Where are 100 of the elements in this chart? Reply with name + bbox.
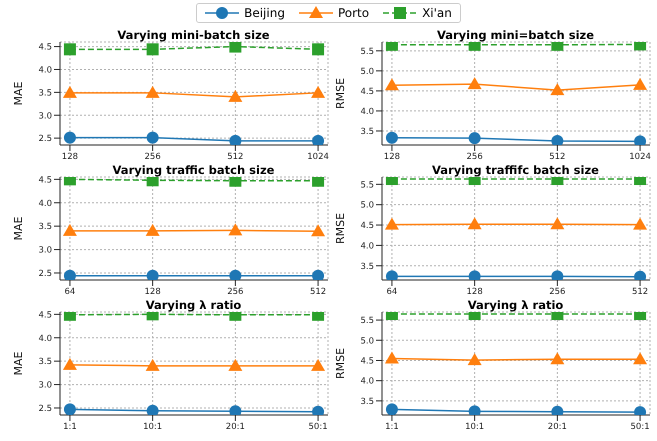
- point: [468, 217, 482, 230]
- y-tick-label: 2.5: [38, 404, 52, 414]
- point: [384, 78, 399, 90]
- y-tick-label: 4.0: [38, 65, 52, 76]
- x-tick-label: 128: [62, 152, 78, 162]
- point: [228, 358, 242, 371]
- point: [64, 43, 76, 56]
- point: [550, 83, 564, 96]
- y-tick-label: 5.5: [360, 316, 374, 326]
- x-tick-label: 128: [144, 287, 161, 298]
- x-tick-label: 256: [227, 287, 244, 298]
- point: [468, 132, 481, 144]
- y-tick-label: 4.0: [38, 198, 52, 209]
- point: [229, 270, 242, 280]
- point: [311, 224, 326, 236]
- point: [228, 223, 242, 236]
- x-tick-label: 10:1: [465, 422, 484, 432]
- legend-label: Porto: [336, 6, 370, 20]
- x-tick-label: 512: [632, 287, 648, 298]
- point: [633, 78, 648, 90]
- point: [62, 358, 77, 370]
- point: [228, 90, 242, 102]
- point: [146, 132, 159, 144]
- chart-title: Varying mini=batch size: [436, 28, 596, 42]
- point: [146, 404, 159, 415]
- point: [146, 86, 160, 98]
- x-tick-label: 1:1: [385, 422, 399, 432]
- point: [64, 270, 76, 280]
- x-tick-label: 128: [466, 287, 483, 298]
- chart-title: Varying mini-batch size: [116, 28, 271, 42]
- x-tick-label: 512: [549, 152, 566, 162]
- y-axis-title: MAE: [12, 216, 25, 240]
- y-tick-label: 4.5: [360, 221, 374, 232]
- x-tick-label: 512: [310, 287, 326, 298]
- point: [312, 134, 324, 145]
- point: [64, 132, 76, 144]
- y-tick-label: 5.0: [360, 66, 374, 77]
- y-tick-label: 4.0: [360, 241, 374, 252]
- y-tick-label: 3.5: [38, 357, 52, 368]
- chart-title: Varying λ ratio: [466, 298, 564, 312]
- point: [146, 270, 159, 280]
- legend-label: Xi'an: [421, 6, 452, 20]
- y-tick-label: 3.5: [360, 126, 374, 137]
- point: [62, 86, 77, 98]
- y-tick-label: 4.5: [38, 175, 52, 186]
- x-tick-label: 256: [549, 287, 566, 298]
- legend-label: Beijing: [243, 6, 285, 20]
- point: [146, 358, 160, 371]
- y-axis-title: MAE: [12, 351, 25, 376]
- y-tick-label: 3.5: [38, 222, 52, 232]
- y-tick-label: 4.5: [38, 310, 52, 320]
- y-tick-label: 3.5: [38, 88, 52, 98]
- x-tick-label: 50:1: [630, 422, 650, 432]
- x-tick-label: 256: [466, 152, 483, 162]
- x-tick-label: 256: [144, 152, 161, 162]
- x-tick-label: 1:1: [63, 422, 77, 432]
- y-tick-label: 5.0: [360, 336, 374, 346]
- y-tick-label: 5.5: [360, 46, 374, 57]
- point: [384, 351, 399, 364]
- point: [312, 43, 324, 56]
- x-tick-label: 20:1: [548, 422, 567, 432]
- y-tick-label: 2.5: [38, 268, 52, 279]
- y-tick-label: 3.0: [38, 380, 52, 391]
- x-tick-label: 64: [386, 287, 398, 298]
- x-tick-label: 1024: [307, 152, 329, 162]
- y-tick-label: 4.5: [360, 356, 374, 366]
- y-tick-label: 2.5: [38, 134, 52, 144]
- y-axis-title: RMSE: [334, 348, 347, 380]
- point: [633, 218, 648, 230]
- point: [146, 43, 159, 56]
- x-tick-label: 64: [64, 287, 76, 298]
- y-tick-label: 3.0: [38, 246, 52, 256]
- y-tick-label: 4.0: [360, 376, 374, 387]
- y-axis-title: RMSE: [334, 212, 347, 244]
- point: [311, 358, 326, 371]
- x-tick-label: 128: [384, 152, 400, 162]
- point: [633, 352, 648, 364]
- y-tick-label: 3.5: [360, 262, 374, 272]
- point: [386, 403, 398, 415]
- chart-title: Varying λ ratio: [144, 298, 242, 312]
- point: [62, 224, 77, 236]
- point: [468, 353, 482, 366]
- x-tick-label: 20:1: [226, 422, 245, 432]
- point: [312, 270, 324, 280]
- y-tick-label: 3.5: [360, 396, 374, 407]
- point: [386, 132, 398, 144]
- point: [64, 403, 76, 415]
- point: [229, 42, 242, 53]
- y-tick-label: 4.5: [38, 42, 52, 53]
- x-tick-label: 50:1: [308, 422, 328, 432]
- y-tick-label: 5.5: [360, 180, 374, 190]
- y-axis-title: RMSE: [334, 78, 347, 110]
- y-tick-label: 4.5: [360, 86, 374, 97]
- y-tick-label: 4.0: [360, 106, 374, 117]
- point: [468, 77, 482, 90]
- point: [551, 134, 564, 145]
- x-tick-label: 512: [227, 152, 244, 162]
- point: [311, 86, 326, 98]
- x-tick-label: 1024: [629, 152, 651, 162]
- y-tick-label: 5.0: [360, 200, 374, 211]
